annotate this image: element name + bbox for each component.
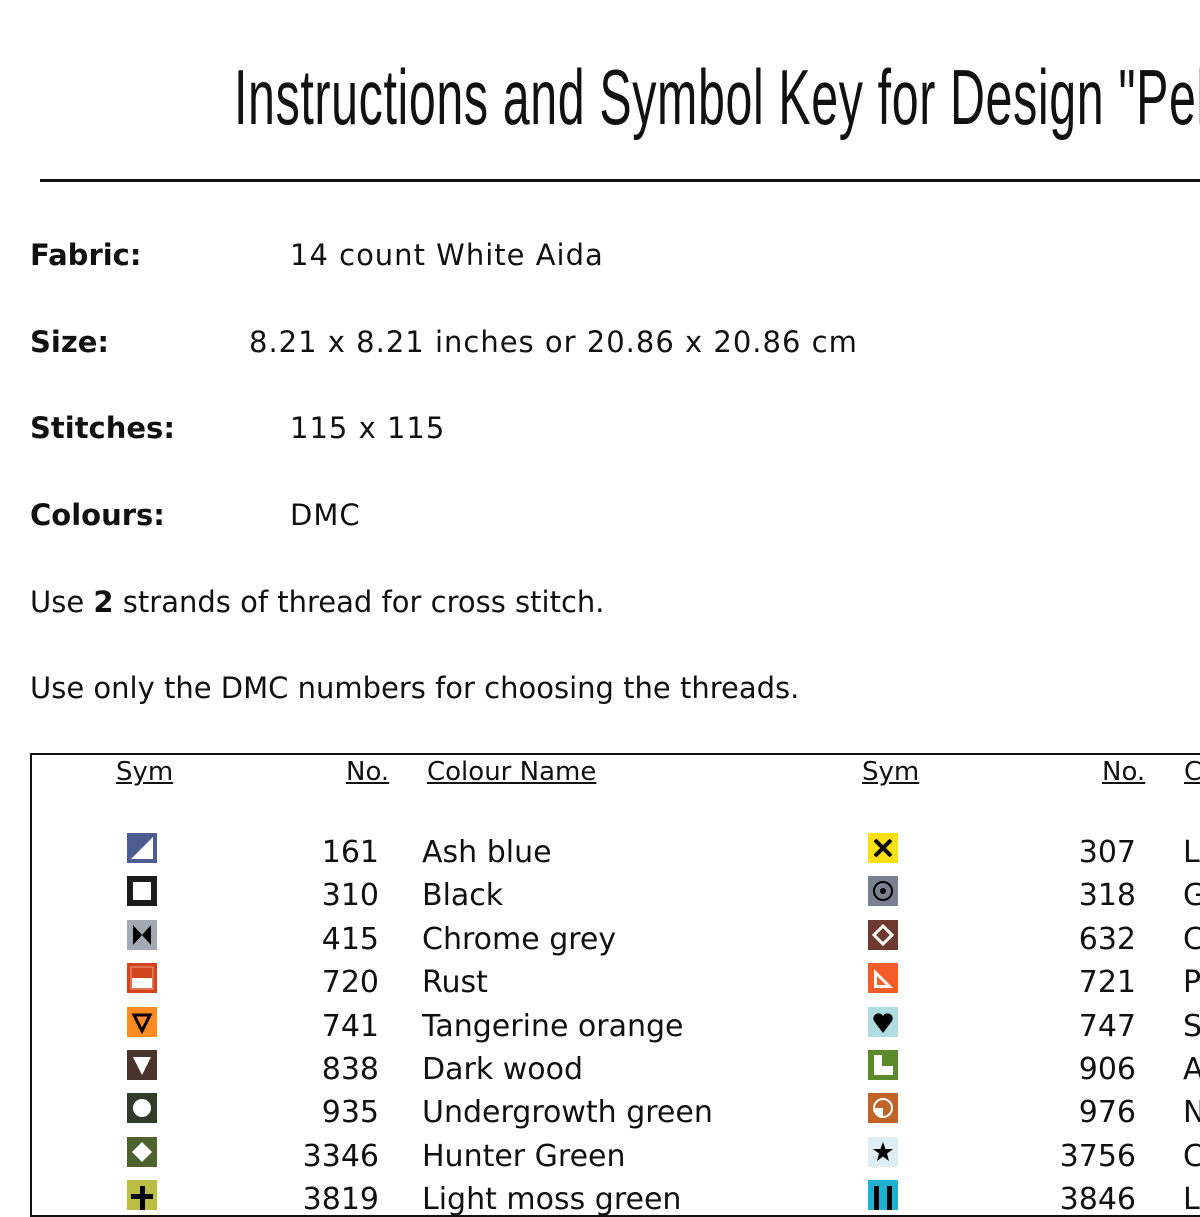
dmc-number: 3756 (1059, 1138, 1136, 1174)
colour-name: C (1183, 1138, 1200, 1174)
diamond-icon (127, 1136, 157, 1167)
triangle-half-icon (127, 833, 157, 863)
colours-value: DMC (290, 498, 361, 532)
dmc-number: 318 (1078, 878, 1136, 914)
header-no-2: No. (1102, 757, 1146, 787)
colour-name: Ash blue (422, 835, 552, 870)
colour-name: Rust (422, 965, 488, 1001)
header-sym: Sym (116, 757, 174, 787)
colour-name: P (1183, 965, 1200, 1001)
colour-name: Hunter Green (422, 1138, 626, 1174)
set-square-icon (868, 963, 898, 994)
stitches-value: 115 x 115 (290, 411, 446, 445)
dmc-number: 161 (321, 835, 379, 870)
square-outline-icon (127, 876, 157, 907)
header-no: No. (346, 757, 390, 787)
colour-name: G (1183, 878, 1200, 914)
half-rect-icon (127, 963, 157, 994)
plus-icon (127, 1180, 157, 1211)
size-value: 8.21 x 8.21 inches or 20.86 x 20.86 cm (249, 325, 858, 359)
dmc-number: 3346 (302, 1138, 379, 1174)
u-bars-icon (868, 1180, 898, 1211)
dmc-number: 415 (321, 921, 379, 957)
page-title: Instructions and Symbol Key for Design "… (234, 53, 1200, 141)
heart-icon (868, 1006, 898, 1037)
dmc-number: 747 (1078, 1008, 1136, 1044)
strands-post: strands of thread for cross stitch. (113, 585, 605, 619)
fabric-value: 14 count White Aida (290, 238, 604, 272)
star-icon (868, 1136, 898, 1167)
dmc-number: 935 (321, 1095, 379, 1131)
quarter-circle-icon (868, 1093, 898, 1124)
triangle-down-icon (127, 1050, 157, 1080)
colour-name: Undergrowth green (422, 1095, 713, 1131)
colour-name: A (1183, 1052, 1200, 1087)
colour-name: Black (422, 878, 504, 914)
dot-circle-icon (868, 876, 898, 907)
circle-icon (127, 1093, 157, 1124)
colour-name: L (1183, 835, 1200, 870)
colours-label: Colours: (30, 498, 165, 532)
triangle-down-outline-icon (127, 1006, 157, 1037)
diamond-outline-icon (868, 919, 898, 950)
dmc-number: 906 (1078, 1052, 1136, 1087)
header-sym-2: Sym (862, 757, 920, 787)
dmc-number: 307 (1078, 835, 1136, 870)
size-label: Size: (30, 325, 109, 359)
colour-name: S (1183, 1008, 1200, 1044)
colour-name: N (1183, 1095, 1200, 1131)
l-shape-icon (868, 1050, 898, 1080)
header-colour-name: Colour Name (427, 757, 597, 787)
bowtie-icon (127, 919, 157, 950)
divider (40, 179, 1200, 182)
stitches-label: Stitches: (30, 411, 175, 445)
dmc-number: 721 (1078, 965, 1136, 1001)
strands-pre: Use (30, 585, 94, 619)
colour-name: Chrome grey (422, 921, 617, 957)
colour-name: Tangerine orange (422, 1008, 684, 1044)
dmc-number: 976 (1078, 1095, 1136, 1131)
dmc-number: 838 (321, 1052, 379, 1087)
dmc-note: Use only the DMC numbers for choosing th… (30, 671, 800, 705)
fabric-label: Fabric: (30, 238, 142, 272)
colour-name: C (1183, 921, 1200, 957)
header-colour-name-2: C (1184, 757, 1200, 787)
dmc-number: 310 (321, 878, 379, 914)
strands-instruction: Use 2 strands of thread for cross stitch… (30, 585, 605, 619)
dmc-number: 720 (321, 965, 379, 1001)
dmc-number: 632 (1078, 921, 1136, 957)
x-icon (868, 833, 898, 863)
dmc-number: 741 (321, 1008, 379, 1044)
colour-name: Dark wood (422, 1052, 584, 1087)
strands-count: 2 (93, 585, 114, 619)
